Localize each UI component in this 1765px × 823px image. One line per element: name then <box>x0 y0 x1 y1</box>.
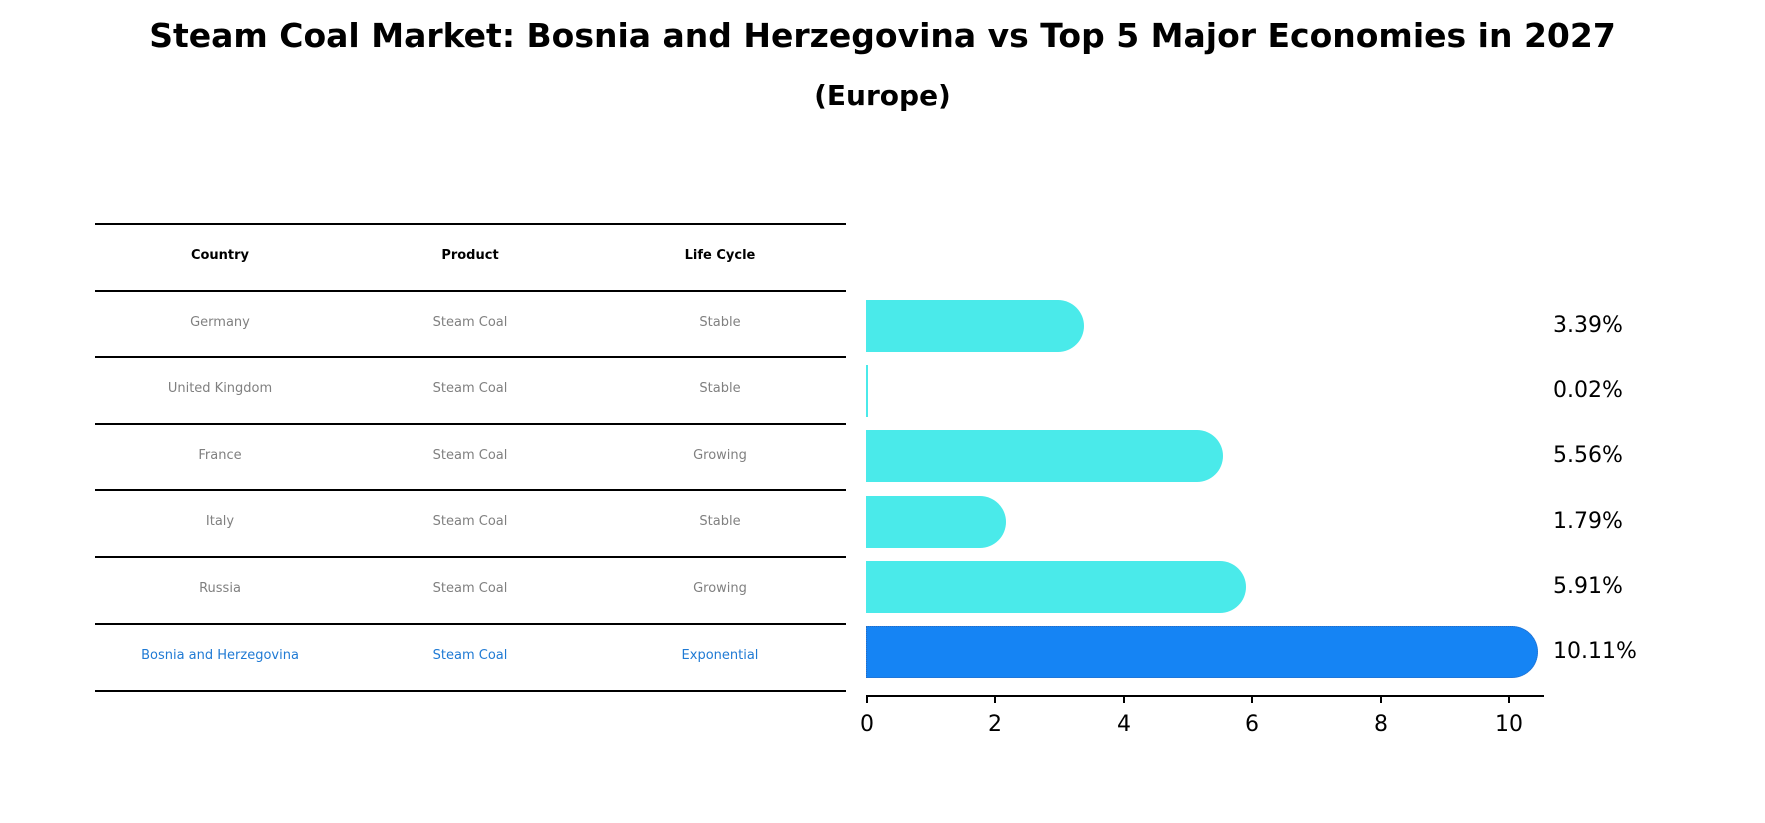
x-tick <box>1123 695 1125 703</box>
table-cell-life-cycle: Growing <box>693 448 747 463</box>
chart-subtitle: (Europe) <box>814 79 951 112</box>
table-cell-country: Russia <box>199 581 241 596</box>
bar-germany <box>866 300 1084 352</box>
table-cell-life-cycle: Stable <box>699 514 741 529</box>
table-rule <box>95 623 846 625</box>
table-rule <box>95 223 846 225</box>
table-cell-life-cycle-highlight: Exponential <box>681 648 759 663</box>
table-cell-product: Steam Coal <box>432 381 508 396</box>
chart-title: Steam Coal Market: Bosnia and Herzegovin… <box>149 16 1616 55</box>
table-rule <box>95 423 846 425</box>
value-label: 0.02% <box>1553 378 1623 403</box>
x-tick <box>866 695 868 703</box>
x-tick <box>1251 695 1253 703</box>
x-tick-label: 2 <box>988 712 1002 737</box>
table-rule <box>95 690 846 692</box>
table-rule <box>95 356 846 358</box>
value-label: 3.39% <box>1553 313 1623 338</box>
x-tick <box>1508 695 1510 703</box>
table-cell-product: Steam Coal <box>432 448 508 463</box>
table-cell-product-highlight: Steam Coal <box>432 648 508 663</box>
x-axis <box>866 695 1544 697</box>
value-label: 1.79% <box>1553 509 1623 534</box>
table-cell-product: Steam Coal <box>432 514 508 529</box>
x-tick-label: 0 <box>860 712 874 737</box>
table-rule <box>95 556 846 558</box>
x-tick-label: 4 <box>1117 712 1131 737</box>
x-tick <box>994 695 996 703</box>
header-country: Country <box>190 248 250 263</box>
table-cell-product: Steam Coal <box>432 315 508 330</box>
bar-france <box>866 430 1223 482</box>
table-cell-life-cycle: Stable <box>699 315 741 330</box>
table-cell-life-cycle: Growing <box>693 581 747 596</box>
table-cell-country: Italy <box>205 514 235 529</box>
x-tick <box>1380 695 1382 703</box>
bar-italy <box>866 496 1006 548</box>
header-life-cycle: Life Cycle <box>684 248 756 263</box>
table-rule <box>95 489 846 491</box>
table-rule <box>95 290 846 292</box>
value-label: 10.11% <box>1553 639 1637 664</box>
header-product: Product <box>441 248 499 263</box>
bar-bosnia-and-herzegovina <box>866 626 1538 678</box>
value-label: 5.91% <box>1553 574 1623 599</box>
x-tick-label: 6 <box>1245 712 1259 737</box>
table-cell-country-highlight: Bosnia and Herzegovina <box>141 648 299 663</box>
table-cell-country: Germany <box>190 315 250 330</box>
table-cell-country: United Kingdom <box>167 381 273 396</box>
value-label: 5.56% <box>1553 443 1623 468</box>
x-tick-label: 8 <box>1374 712 1388 737</box>
table-cell-country: France <box>198 448 242 463</box>
table-cell-product: Steam Coal <box>432 581 508 596</box>
bar-united-kingdom <box>866 365 868 417</box>
x-tick-label: 10 <box>1495 712 1523 737</box>
table-cell-life-cycle: Stable <box>699 381 741 396</box>
bar-russia <box>866 561 1246 613</box>
